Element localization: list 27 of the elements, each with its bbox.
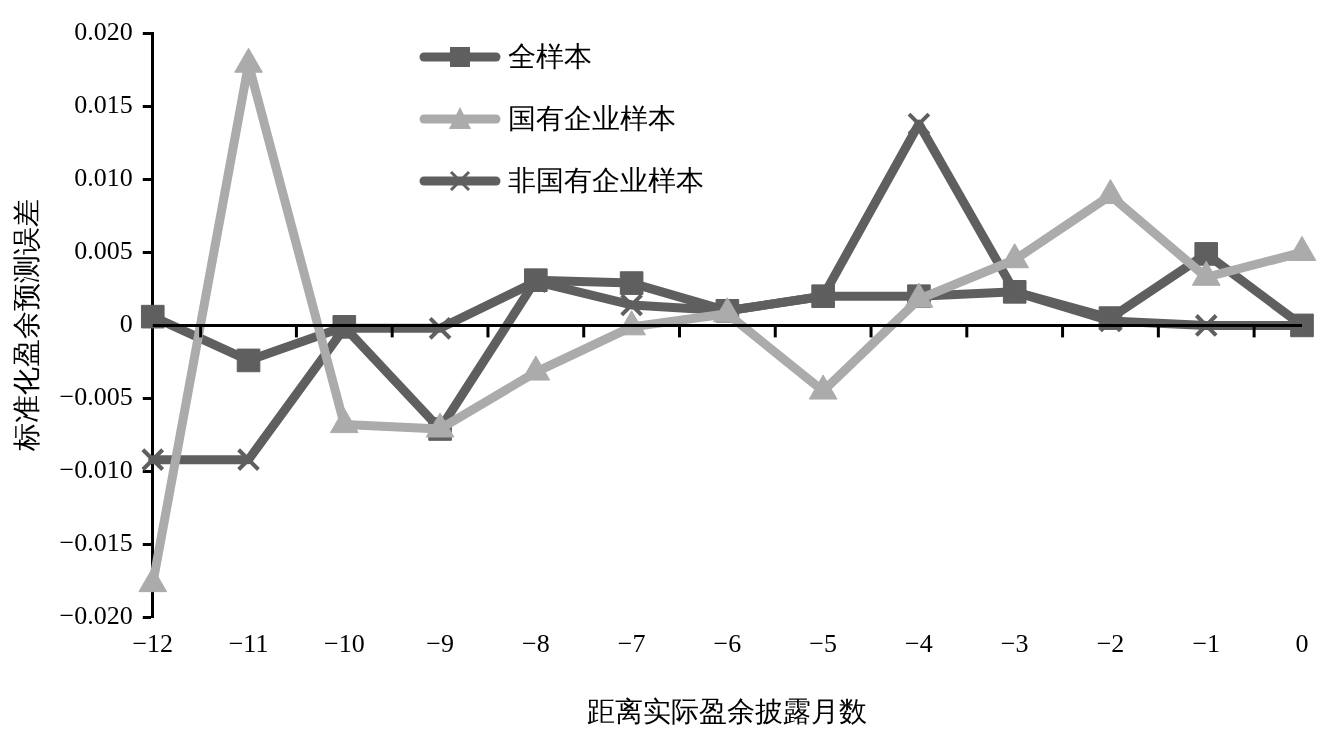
x-tick-label: −11 <box>228 628 269 658</box>
x-tick-label: −4 <box>905 628 933 658</box>
y-tick-label: 0.015 <box>74 90 133 120</box>
x-tick-label: −3 <box>1000 628 1029 658</box>
x-tick-label: −6 <box>713 628 742 658</box>
legend-label: 全样本 <box>508 40 592 74</box>
y-tick-label: 0.020 <box>74 17 133 47</box>
x-tick-label: −1 <box>1192 628 1221 658</box>
legend-label: 非国有企业样本 <box>508 164 704 198</box>
y-tick-label: −0.020 <box>59 601 133 631</box>
y-tick-label: −0.015 <box>59 528 133 558</box>
legend-label: 国有企业样本 <box>508 102 676 136</box>
x-tick-label: −9 <box>426 628 454 658</box>
y-axis-title: 标准化盈余预测误差 <box>11 199 43 453</box>
x-tick-label: −8 <box>522 628 550 658</box>
y-tick-label: −0.005 <box>59 382 133 412</box>
x-axis-title: 距离实际盈余披露月数 <box>587 695 868 727</box>
x-tick-label: −5 <box>809 628 837 658</box>
y-tick-label: 0 <box>119 309 133 339</box>
x-tick-label: −12 <box>132 628 174 658</box>
y-tick-label: 0.005 <box>74 236 133 266</box>
y-tick-label: −0.010 <box>59 455 133 485</box>
x-tick-label: −7 <box>617 628 646 658</box>
y-tick-label: 0.010 <box>74 163 133 193</box>
x-tick-label: −10 <box>323 628 365 658</box>
x-tick-label: −2 <box>1096 628 1125 658</box>
x-tick-label: 0 <box>1295 628 1309 658</box>
